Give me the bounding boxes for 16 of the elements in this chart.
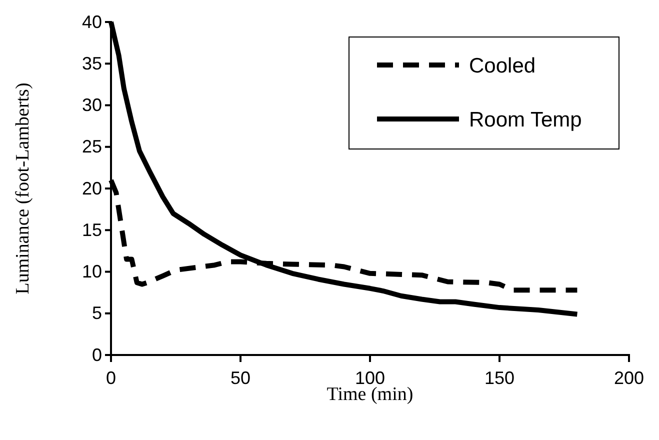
- y-tick-label: 15: [82, 220, 102, 240]
- y-tick-label: 5: [92, 303, 102, 324]
- y-tick-label: 10: [82, 262, 102, 282]
- legend-label: Cooled: [469, 54, 536, 78]
- x-tick-label: 200: [614, 368, 644, 388]
- x-tick-label: 150: [484, 368, 515, 388]
- y-tick-label: 40: [82, 12, 102, 32]
- y-tick-label: 0: [92, 344, 102, 365]
- y-axis-title: Luminance (foot-Lamberts): [12, 82, 34, 294]
- y-tick-label: 25: [82, 136, 102, 157]
- x-tick-label: 50: [230, 368, 251, 388]
- y-tick-label: 35: [82, 53, 102, 74]
- x-tick-label: 0: [106, 368, 116, 388]
- y-tick-label: 30: [82, 95, 102, 116]
- y-tick-label: 20: [82, 178, 102, 198]
- legend-label: Room Temp: [469, 108, 582, 132]
